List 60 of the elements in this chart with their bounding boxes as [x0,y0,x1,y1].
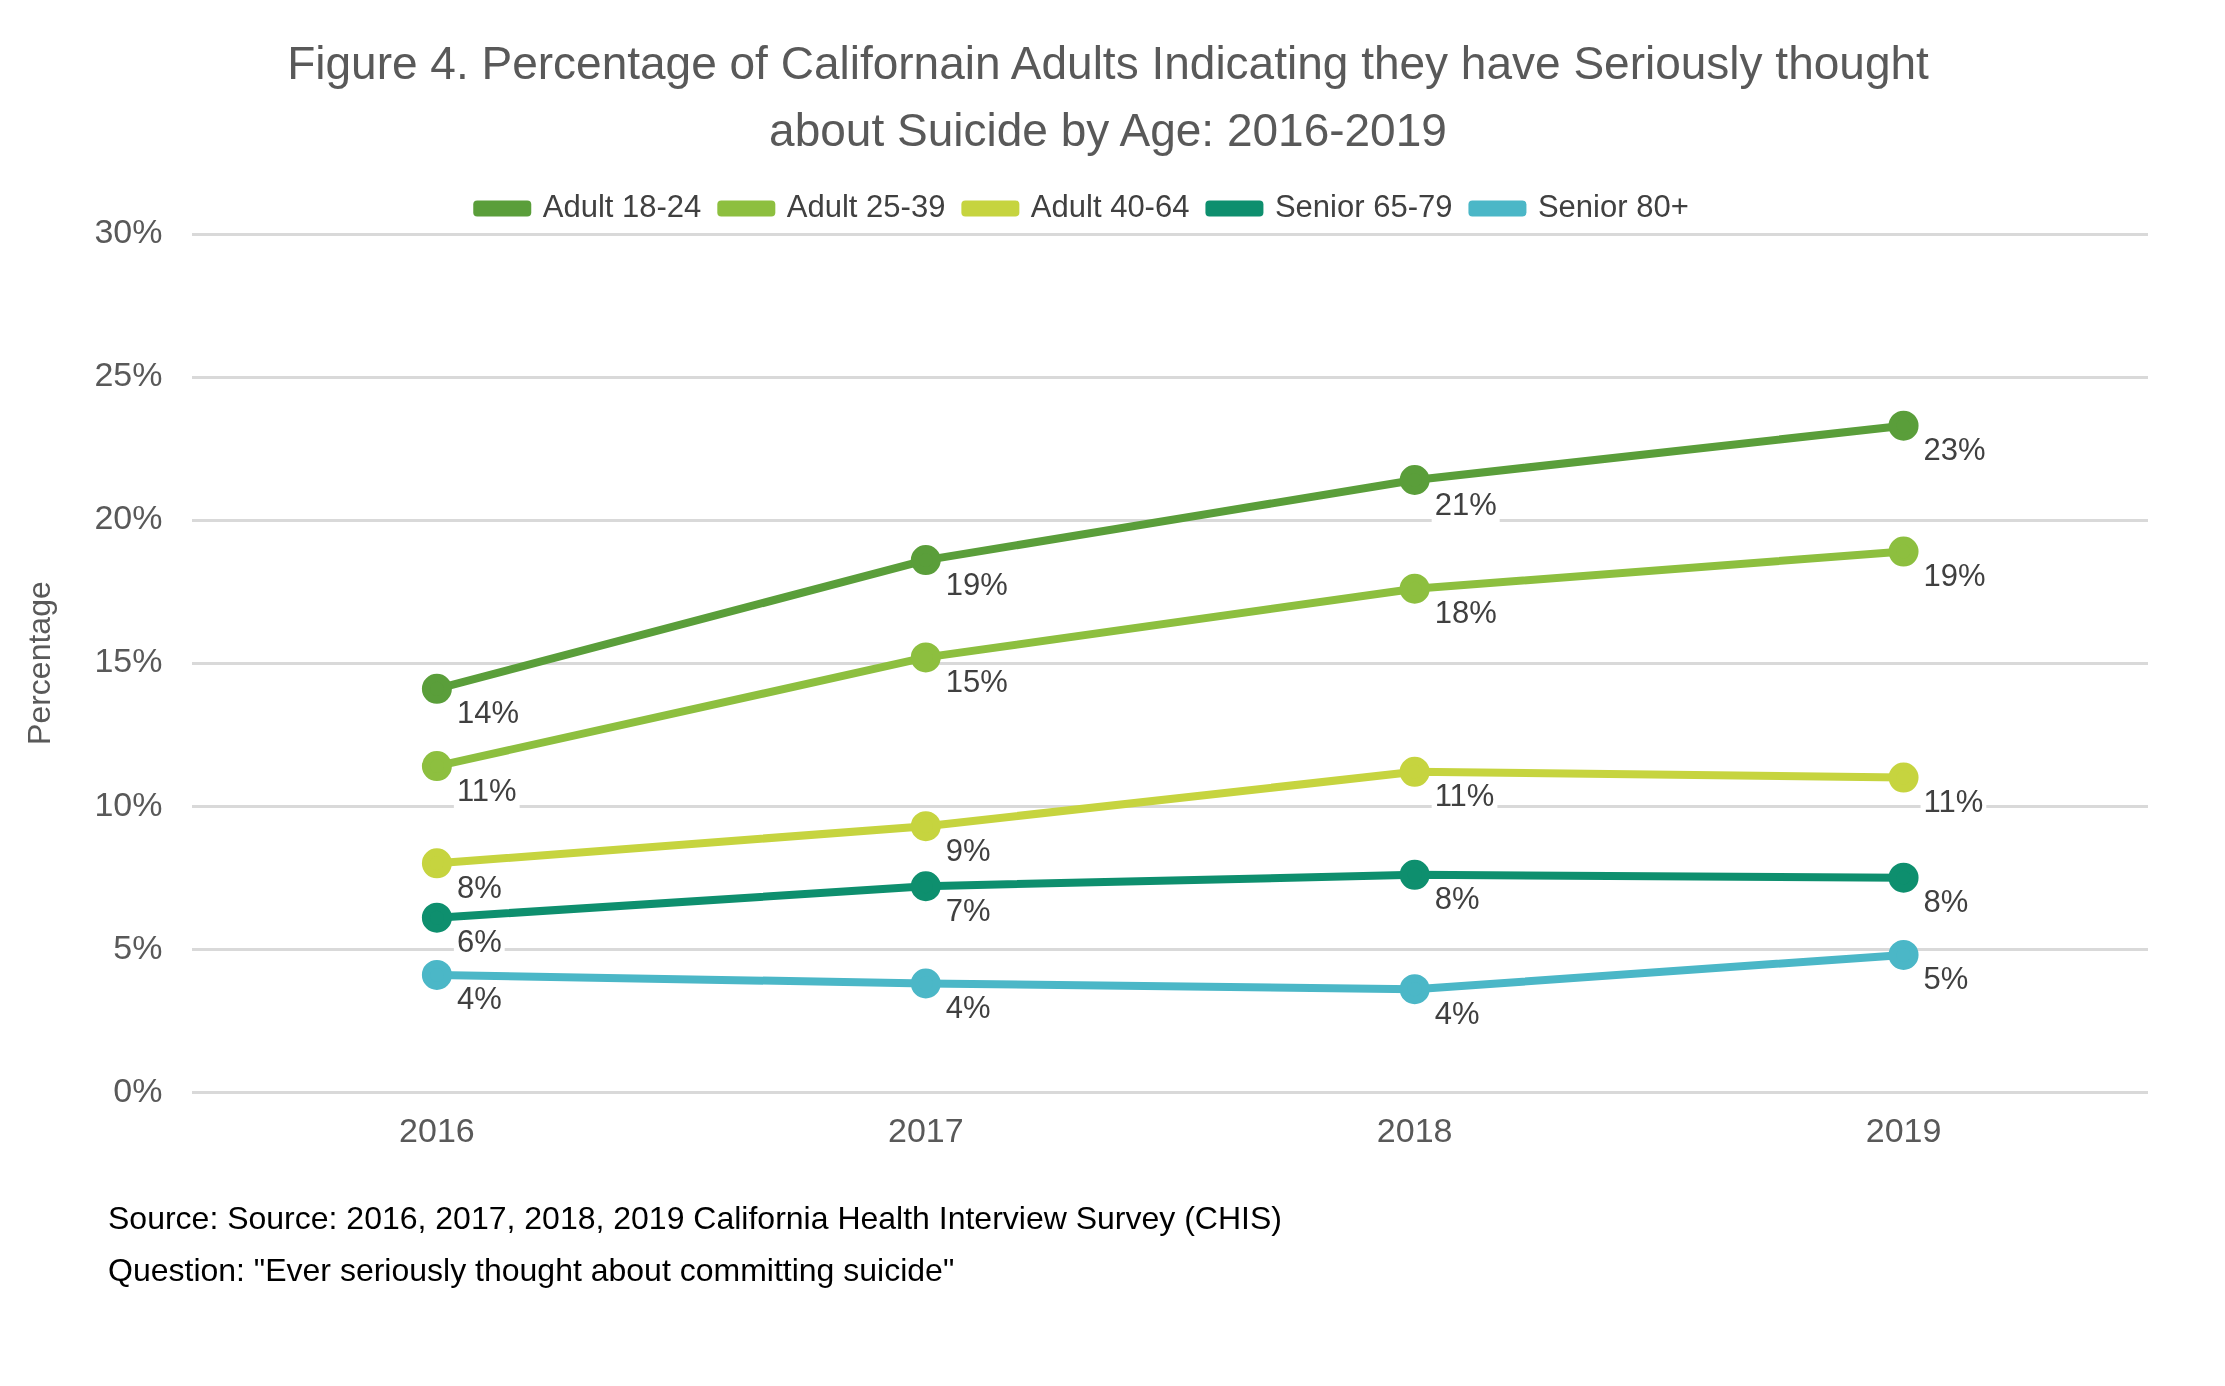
y-axis-title: Percentage [21,581,58,746]
x-tick-label: 2017 [887,1111,964,1150]
legend-label: Adult 25-39 [786,189,946,225]
y-tick-label: 25% [94,355,163,394]
data-label: 9% [945,833,991,869]
chart-title: Figure 4. Percentage of Californain Adults Indicating they have Seriously thought about Suicide by Age: 2016-2019 [286,36,1930,158]
point [421,674,452,705]
data-label: 21% [1434,486,1497,522]
data-label: 8% [1434,881,1480,917]
x-tick-label: 2016 [399,1111,475,1150]
data-label: 11% [1434,778,1495,814]
data-label: 6% [456,924,502,960]
data-label: 11% [1923,784,1984,820]
data-label: 5% [1923,961,1969,997]
y-tick-label: 5% [113,927,163,966]
point [1399,974,1430,1005]
y-tick-label: 30% [94,212,163,251]
point [1888,536,1919,567]
point [910,968,941,999]
data-label: 14% [456,695,519,731]
point [421,903,452,934]
point [910,811,941,842]
data-label: 4% [945,990,991,1026]
data-label: 19% [945,567,1008,603]
point [421,751,452,782]
point [1888,863,1919,894]
text: Question: "Ever seriously thought about committing suicide" [108,1250,956,1290]
y-tick-label: 10% [94,784,163,823]
data-label: 18% [1434,595,1497,631]
x-tick-label: 2018 [1376,1111,1453,1150]
source-note: Source: Source: 2016, 2017, 2018, 2019 California Health Interview Survey (CHIS) [108,1199,1283,1239]
data-label: 11% [456,773,517,809]
point [1888,411,1919,442]
data-label: 8% [1923,884,1969,920]
point [1399,860,1430,891]
data-label: 23% [1923,432,1986,468]
point [910,871,941,902]
x-tick-label: 2019 [1865,1111,1942,1150]
legend-label: Adult 18-24 [542,189,702,225]
data-label: 4% [456,981,502,1017]
data-label: 19% [1923,558,1986,594]
point [1399,757,1430,788]
point [421,848,452,879]
data-label: 4% [1434,996,1480,1032]
y-tick-label: 15% [94,641,163,680]
legend-label: Senior 80+ [1537,189,1689,225]
data-label: 8% [456,870,502,906]
point [910,642,941,673]
legend-label: Senior 65-79 [1274,189,1453,225]
y-tick-label: 0% [113,1070,163,1109]
y-tick-label: 20% [94,498,163,537]
legend-label: Adult 40-64 [1030,189,1190,225]
point [421,960,452,991]
point [1399,574,1430,605]
data-label: 15% [945,664,1008,700]
point [910,545,941,576]
point [1888,762,1919,793]
data-label: 7% [945,893,991,929]
point [1888,940,1919,971]
point [1399,465,1430,496]
